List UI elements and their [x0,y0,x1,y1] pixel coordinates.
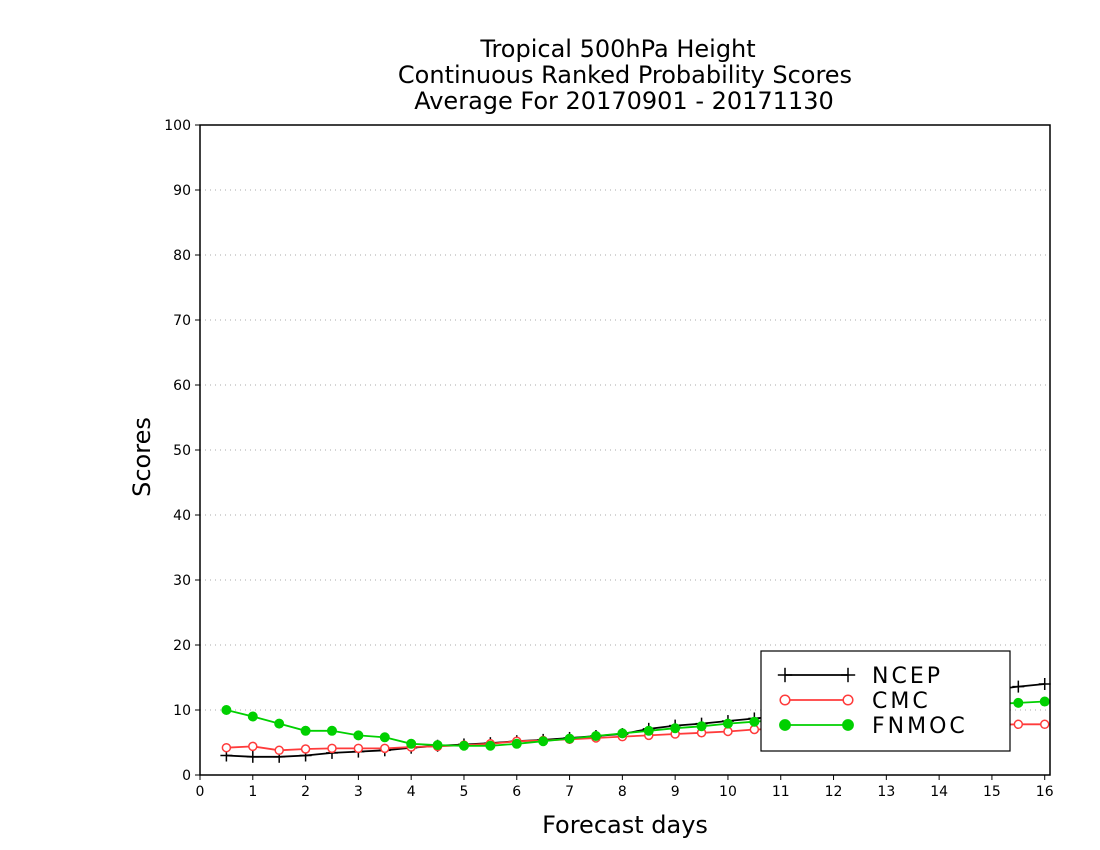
x-tick-label-16: 16 [1036,784,1054,800]
point-fnmoc-5 [353,730,364,741]
point-fnmoc-3 [300,725,311,736]
point-cmc-6 [380,743,390,754]
legend-marker-left-ncep [777,667,793,683]
x-tick-label-8: 8 [618,784,627,800]
point-fnmoc-15 [617,728,628,739]
x-tick-label-5: 5 [460,784,469,800]
y-tick-label-80: 80 [173,248,191,264]
x-tick-label-7: 7 [565,784,574,800]
x-tick-label-0: 0 [196,784,205,800]
point-fnmoc-20 [749,716,760,727]
legend-item-cmc: CMC [779,689,931,714]
legend-label-cmc: CMC [872,689,931,714]
y-tick-label-100: 100 [164,118,191,134]
point-cmc-31 [1039,719,1050,730]
point-cmc-5 [353,743,364,754]
x-tick-label-4: 4 [407,784,416,800]
legend-marker-right-fnmoc [842,719,854,731]
y-tick-label-50: 50 [173,443,191,459]
point-fnmoc-18 [696,721,707,732]
point-fnmoc-0 [221,705,232,715]
point-fnmoc-11 [511,738,522,749]
point-cmc-4 [327,743,337,754]
x-tick-label-3: 3 [354,784,363,800]
point-fnmoc-6 [379,732,390,743]
legend-label-fnmoc: FNMOC [872,714,968,739]
point-cmc-0 [221,742,232,753]
legend-marker-left-cmc [779,694,791,706]
x-tick-label-6: 6 [512,784,521,800]
legend-item-ncep: NCEP [777,664,943,689]
x-tick-label-11: 11 [772,784,790,800]
point-fnmoc-2 [274,718,285,729]
y-tick-label-70: 70 [173,313,191,329]
gridlines [200,189,1050,711]
point-ncep-30 [1012,680,1025,693]
x-tick-label-9: 9 [671,784,680,800]
y-tick-label-0: 0 [182,768,191,784]
point-fnmoc-30 [1013,697,1024,708]
y-tick-label-10: 10 [173,703,191,719]
title-line-1: Tropical 500hPa Height [479,35,755,63]
point-cmc-3 [300,744,311,754]
point-fnmoc-10 [485,740,496,751]
x-tick-label-12: 12 [825,784,843,800]
point-cmc-2 [274,745,284,756]
y-tick-label-20: 20 [173,638,191,654]
point-fnmoc-14 [590,731,601,741]
point-fnmoc-8 [432,740,443,751]
y-tick-label-30: 30 [173,573,191,589]
y-tick-label-40: 40 [173,508,191,524]
x-tick-label-14: 14 [930,784,948,800]
x-tick-label-13: 13 [877,784,895,800]
legend-marker-right-ncep [840,667,856,683]
point-fnmoc-7 [406,738,417,749]
legend-marker-right-cmc [842,694,854,706]
point-fnmoc-13 [564,733,575,744]
legend-marker-left-fnmoc [779,719,791,731]
title-line-2: Continuous Ranked Probability Scores [398,61,852,89]
y-tick-label-90: 90 [173,183,191,199]
y-tick-label-60: 60 [173,378,191,394]
x-tick-label-10: 10 [719,784,737,800]
point-fnmoc-9 [458,740,469,751]
point-ncep-1 [246,750,259,763]
point-fnmoc-31 [1039,696,1050,707]
point-fnmoc-4 [326,725,337,736]
point-cmc-30 [1013,719,1024,730]
x-axis-label: Forecast days [542,811,708,839]
y-axis-label: Scores [128,417,156,497]
title-line-3: Average For 20170901 - 20171130 [414,87,834,115]
point-fnmoc-17 [670,723,681,734]
point-fnmoc-12 [538,736,549,747]
point-fnmoc-16 [643,725,654,736]
point-ncep-31 [1038,678,1051,690]
x-tick-label-2: 2 [301,784,310,800]
point-fnmoc-19 [722,718,733,729]
point-fnmoc-1 [247,711,258,722]
x-tick-label-1: 1 [248,784,257,800]
legend-label-ncep: NCEP [872,664,943,689]
legend-box [760,650,1011,752]
x-tick-label-15: 15 [983,784,1001,800]
point-cmc-1 [248,741,258,752]
legend-item-fnmoc: FNMOC [779,714,968,739]
chart-title: Tropical 500hPa Height Continuous Ranked… [398,35,852,115]
